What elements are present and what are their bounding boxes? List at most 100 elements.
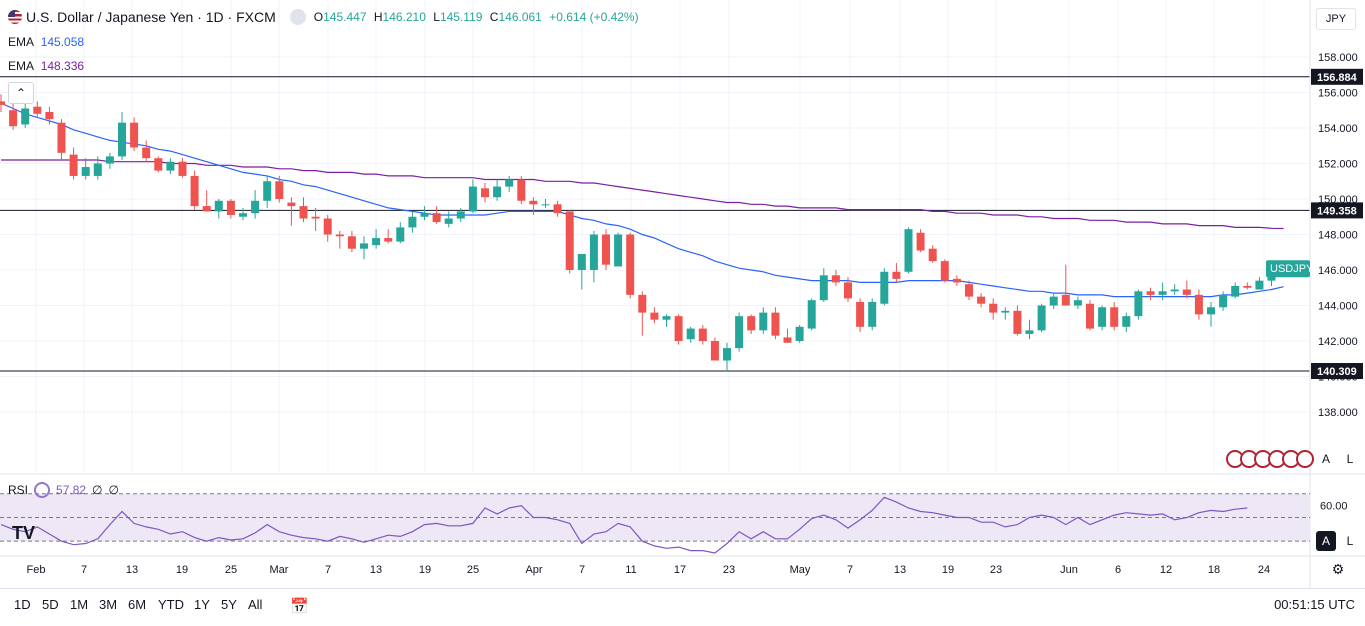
time-axis-label: 13 (126, 564, 138, 576)
candle-body (1061, 294, 1070, 306)
candle-body (347, 236, 356, 249)
candle-body (408, 216, 417, 228)
candle-body (81, 167, 90, 176)
candle-body (166, 161, 175, 171)
candle-body (468, 186, 477, 212)
candle-body (1219, 294, 1228, 308)
time-axis-label: 7 (579, 564, 585, 576)
candle-body (759, 312, 768, 331)
candle-body (904, 229, 913, 272)
level-tag-label: 156.884 (1317, 72, 1358, 84)
candle-body (93, 163, 102, 176)
candle-body (251, 200, 260, 214)
ema-fast-legend[interactable]: EMA 145.058 (8, 35, 85, 49)
candle-body (154, 158, 163, 171)
timeframe-1m[interactable]: 1M (70, 597, 89, 612)
more-options-icon[interactable] (289, 9, 306, 25)
candle-body (9, 110, 18, 127)
candle-body (275, 181, 284, 199)
candle-body (1158, 291, 1167, 295)
time-axis-label: 7 (325, 564, 331, 576)
candle-body (940, 261, 949, 281)
candle-body (360, 243, 368, 249)
timeframe-3m[interactable]: 3M (99, 597, 118, 612)
candle-body (771, 312, 780, 336)
rsi-log-scale-button[interactable]: L (1346, 534, 1354, 548)
symbol-tag-label: USDJPY (1270, 263, 1314, 275)
level-tag-bg (1311, 363, 1363, 380)
candle-body (384, 238, 393, 242)
candle-body (432, 213, 441, 223)
candle-body (21, 108, 30, 125)
date-range-calendar-icon[interactable]: 📅 (290, 598, 309, 615)
symbol-tag-bg (1266, 260, 1310, 278)
candle-body (0, 101, 5, 105)
level-tag-label: 140.309 (1317, 366, 1357, 378)
candle-body (1207, 307, 1215, 315)
rsi-axis-label: 60.00 (1320, 501, 1348, 513)
events-cluster-icon[interactable] (1226, 450, 1314, 468)
tradingview-logo: TV (12, 523, 36, 543)
candle-body (299, 206, 308, 219)
auto-scale-button[interactable]: A (1321, 452, 1330, 466)
candle-body (1073, 300, 1082, 306)
candle-body (517, 179, 526, 201)
candle-body (396, 227, 405, 242)
collapse-legend-button[interactable]: ⌃ (8, 82, 34, 104)
time-axis-label: 19 (176, 564, 188, 576)
candle-body (45, 112, 54, 120)
rsi-auto-scale-button[interactable]: A (1316, 531, 1336, 551)
candle-body (1013, 310, 1022, 334)
price-axis-label: 152.000 (1318, 159, 1358, 171)
price-axis-label: 142.000 (1318, 336, 1358, 348)
candle-body (1194, 294, 1203, 315)
time-axis-label: 13 (370, 564, 382, 576)
timeframe-6m[interactable]: 6M (128, 597, 147, 612)
candle-body (1025, 330, 1034, 334)
time-axis-label: 12 (1160, 564, 1172, 576)
time-axis-label: 18 (1208, 564, 1220, 576)
candle-body (614, 234, 623, 267)
candle-body (481, 188, 489, 198)
candle-body (456, 211, 465, 219)
clock: 00:51:15 UTC (1274, 597, 1355, 612)
rsi-settings-icon[interactable] (34, 482, 51, 498)
rsi-legend[interactable]: RSI 57.82 ∅ ∅ (8, 482, 119, 498)
currency-button[interactable]: JPY (1316, 8, 1356, 30)
candle-body (541, 204, 550, 206)
candle-body (553, 204, 562, 214)
timeframe-all[interactable]: All (248, 597, 263, 612)
timeframe-5d[interactable]: 5D (42, 597, 59, 612)
candle-body (577, 254, 586, 270)
time-axis-label: May (790, 564, 811, 576)
candle-body (892, 271, 901, 279)
candle-body (444, 218, 453, 224)
bottom-toolbar: 1D 5D 1M 3M 6M YTD 1Y 5Y All 📅 00:51:15 … (0, 588, 1365, 626)
time-axis-label: 17 (674, 564, 686, 576)
timeframe-5y[interactable]: 5Y (221, 597, 237, 612)
price-axis-label: 158.000 (1318, 52, 1358, 64)
candle-body (747, 316, 756, 331)
candle-body (202, 206, 211, 212)
candle-body (565, 211, 574, 270)
candle-body (977, 296, 986, 304)
candle-body (710, 341, 719, 361)
candle-body (856, 301, 865, 327)
ema-slow-legend[interactable]: EMA 148.336 (8, 59, 85, 73)
timeframe-1d[interactable]: 1D (14, 597, 31, 612)
timeframe-1y[interactable]: 1Y (194, 597, 210, 612)
candle-body (1243, 285, 1252, 288)
candle-body (589, 234, 598, 270)
ema-fast-line (0, 102, 1284, 298)
log-scale-button[interactable]: L (1346, 452, 1354, 466)
candle-body (1255, 280, 1264, 290)
level-tag-bg (1311, 68, 1363, 85)
candle-body (505, 179, 514, 187)
candle-body (1001, 310, 1010, 313)
timeframe-ytd[interactable]: YTD (158, 597, 184, 612)
candle-body (57, 122, 66, 153)
candle-body (868, 301, 877, 327)
time-axis-label: 7 (81, 564, 87, 576)
settings-gear-icon[interactable]: ⚙ (1331, 561, 1345, 577)
